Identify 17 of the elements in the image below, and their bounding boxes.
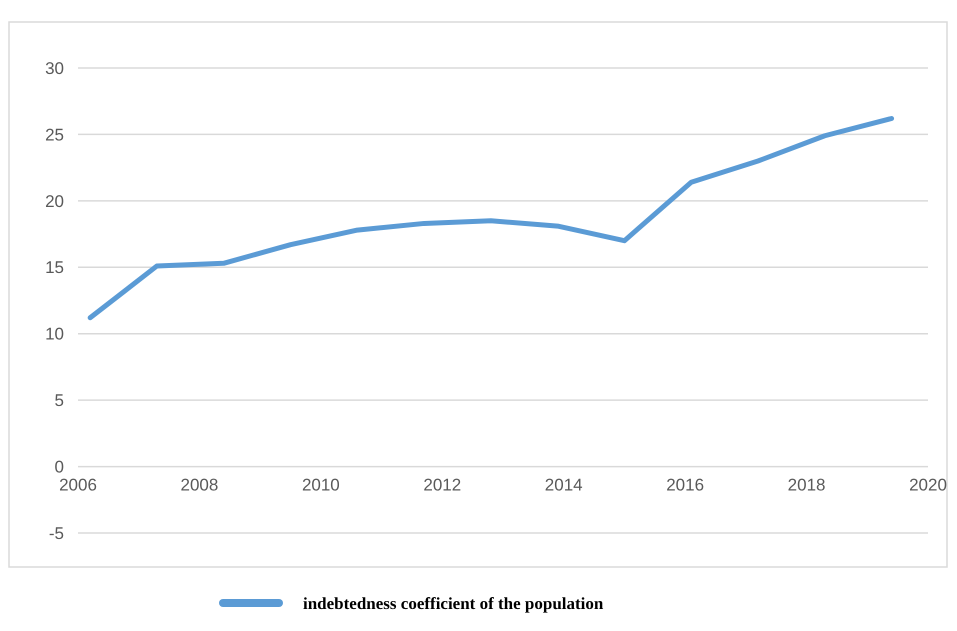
x-tick-label: 2006 [59, 476, 97, 495]
x-tick-label: 2014 [544, 476, 583, 495]
y-tick-label: 0 [54, 458, 64, 477]
x-tick-label: 2012 [423, 476, 462, 495]
x-tick-label: 2016 [666, 476, 704, 495]
x-tick-label: 2020 [909, 476, 947, 495]
legend-label: indebtedness coefficient of the population [303, 594, 604, 613]
x-tick-label: 2010 [302, 476, 340, 495]
y-tick-label: -5 [48, 524, 64, 543]
y-tick-label: 20 [45, 192, 64, 211]
y-tick-label: 25 [45, 125, 64, 144]
y-tick-label: 30 [45, 58, 64, 78]
y-tick-label: 5 [54, 391, 64, 410]
x-tick-label: 2008 [180, 476, 218, 495]
x-tick-label: 2018 [788, 476, 826, 495]
y-tick-label: 10 [45, 324, 64, 344]
y-tick-label: 15 [45, 258, 64, 278]
